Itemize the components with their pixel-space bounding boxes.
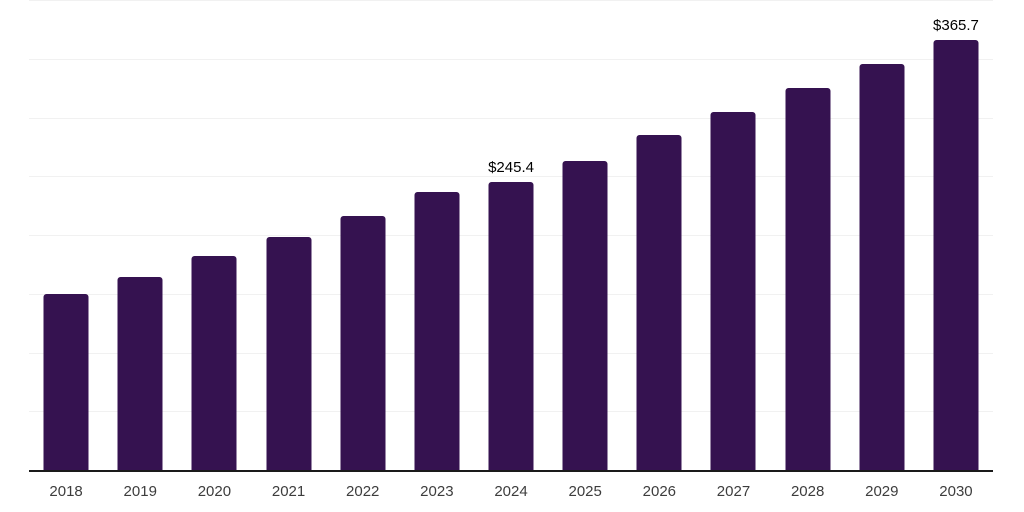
- bar-2028: [785, 87, 831, 470]
- x-axis-line: [29, 470, 993, 472]
- gridline-350: [29, 58, 993, 60]
- bar-2025: [562, 161, 608, 470]
- bar-2029: [859, 63, 905, 470]
- x-tick-label-2025: 2025: [568, 483, 602, 500]
- x-tick-label-2019: 2019: [123, 483, 157, 500]
- bars-container: $245.4 $365.7: [29, 0, 993, 470]
- x-tick-label-2018: 2018: [49, 483, 83, 500]
- x-tick-label-2023: 2023: [420, 483, 454, 500]
- bar-2023: [414, 192, 460, 470]
- x-tick-label-2026: 2026: [642, 483, 677, 500]
- bar-2022: [340, 215, 386, 470]
- x-tick-label-2020: 2020: [197, 483, 232, 500]
- gridline-250: [29, 176, 993, 178]
- bar-group-2025: [548, 0, 622, 470]
- x-tick-label-2022: 2022: [346, 483, 380, 500]
- bar-group-2020: [177, 0, 251, 470]
- bar-2019: [117, 276, 163, 470]
- gridline-300: [29, 117, 993, 119]
- bar-2026: [636, 135, 682, 470]
- bar-2024: [488, 181, 534, 470]
- gridline-400: [29, 0, 993, 1]
- bar-value-label-2030: $365.7: [933, 17, 979, 35]
- bar-2030: [933, 40, 979, 470]
- bar-group-2029: [845, 0, 919, 470]
- bar-group-2027: [696, 0, 770, 470]
- bar-group-2022: [326, 0, 400, 470]
- x-tick-label-2029: 2029: [865, 483, 899, 500]
- bar-value-label-2024: $245.4: [488, 158, 534, 176]
- bar-2027: [710, 111, 756, 470]
- bar-2018: [43, 293, 89, 470]
- plot-area: $245.4 $365.7: [29, 0, 993, 470]
- x-tick-label-2021: 2021: [271, 483, 306, 500]
- bar-group-2023: [400, 0, 474, 470]
- bar-group-2024: $245.4: [474, 0, 548, 470]
- x-tick-label-2030: 2030: [939, 483, 973, 500]
- bar-group-2028: [771, 0, 845, 470]
- x-tick-label-2028: 2028: [790, 483, 825, 500]
- bar-group-2019: [103, 0, 177, 470]
- bar-group-2018: [29, 0, 103, 470]
- bar-group-2021: [251, 0, 325, 470]
- bar-2020: [191, 256, 237, 470]
- bar-group-2030: $365.7: [919, 0, 993, 470]
- x-tick-label-2027: 2027: [716, 483, 751, 500]
- x-tick-label-2024: 2024: [494, 483, 528, 500]
- x-axis-labels: 2018 2019 2020 2021 2022 2023 2024 2025 2026 2027…: [29, 483, 993, 500]
- bar-2021: [266, 237, 312, 470]
- bar-group-2026: [622, 0, 696, 470]
